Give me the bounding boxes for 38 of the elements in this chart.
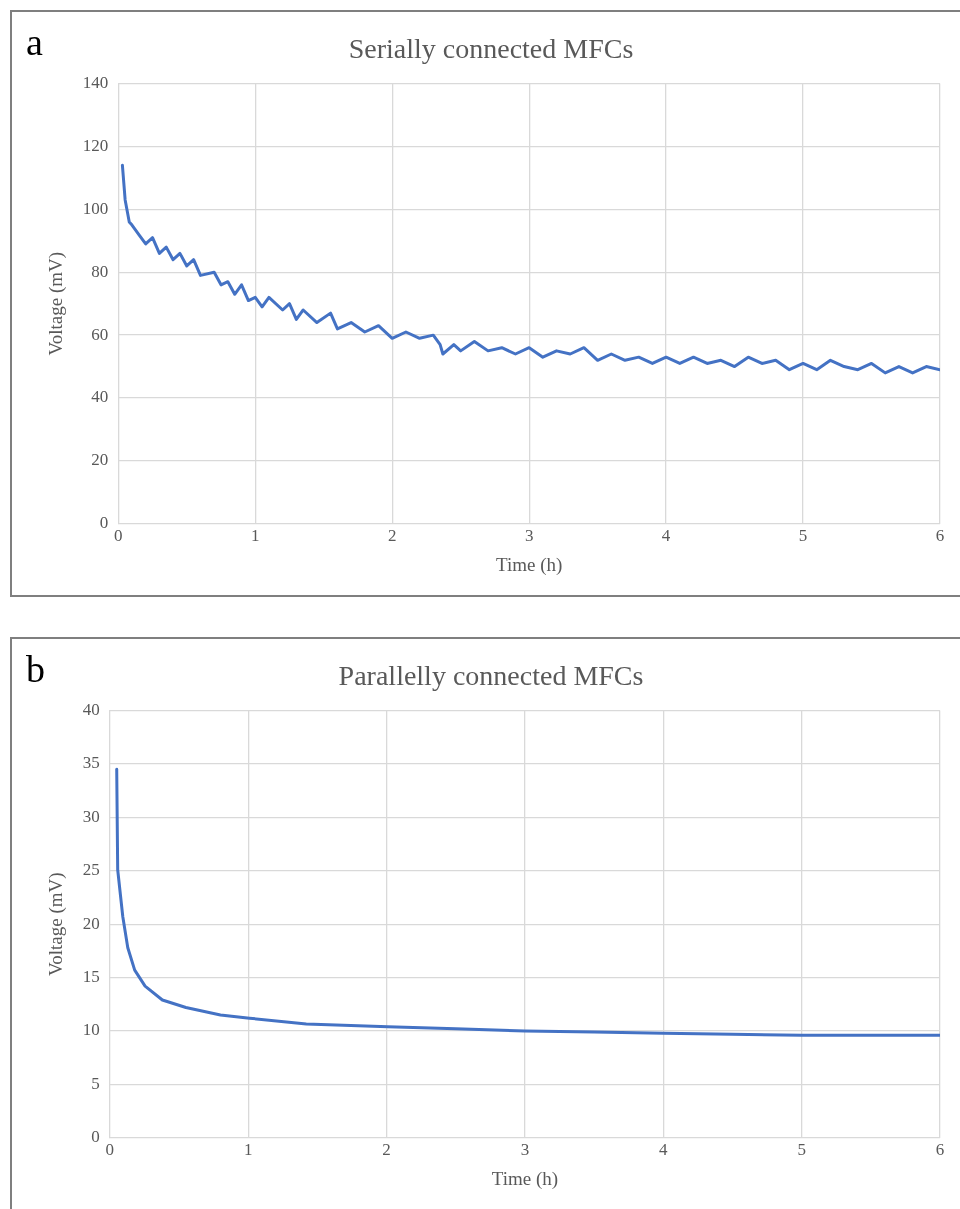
y-tick-label: 15	[82, 967, 100, 987]
x-tick-label: 1	[251, 526, 260, 546]
x-tick-label: 2	[382, 1140, 391, 1160]
x-tick-label: 3	[520, 1140, 530, 1160]
text: a	[26, 20, 43, 63]
x-tick-label: 2	[387, 526, 397, 546]
x-axis-title: Time (h)	[491, 1167, 559, 1190]
y-tick-label: 35	[82, 753, 100, 773]
text: b	[26, 647, 45, 690]
y-tick-label: 20	[82, 913, 100, 933]
y-tick-label: 100	[82, 198, 109, 218]
y-tick-label: 0	[91, 1127, 100, 1147]
x-tick-label: 5	[797, 1140, 806, 1160]
x-tick-label: 3	[524, 526, 534, 546]
y-axis-title: Voltage (mV)	[45, 251, 68, 356]
chart-title: Parallelly connected MFCs	[338, 660, 644, 692]
y-tick-label: 80	[91, 261, 109, 281]
y-axis-title: Voltage (mV)	[45, 872, 68, 976]
y-tick-label: 60	[91, 324, 109, 344]
x-tick-label: 4	[661, 526, 671, 546]
y-tick-label: 30	[82, 806, 100, 826]
y-tick-label: 40	[82, 700, 100, 720]
y-tick-label: 140	[82, 73, 109, 93]
x-tick-label: 0	[114, 526, 123, 546]
y-tick-label: 5	[91, 1073, 100, 1093]
chart-title: Serially connected MFCs	[348, 33, 634, 65]
x-tick-label: 6	[935, 526, 945, 546]
y-tick-label: 20	[91, 450, 109, 470]
y-tick-label: 10	[82, 1020, 100, 1040]
y-tick-label: 40	[91, 387, 109, 407]
y-tick-label: 25	[82, 860, 100, 880]
x-tick-label: 4	[659, 1140, 669, 1160]
x-axis-title: Time (h)	[495, 553, 563, 576]
y-tick-label: 0	[99, 513, 109, 533]
x-tick-label: 1	[243, 1140, 253, 1160]
x-tick-label: 5	[798, 526, 808, 546]
y-tick-label: 120	[82, 135, 109, 155]
x-tick-label: 6	[935, 1140, 945, 1160]
